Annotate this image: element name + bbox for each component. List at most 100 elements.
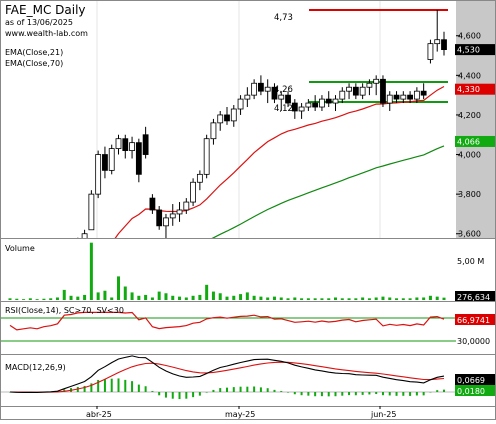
volume-bar	[83, 294, 87, 300]
price-axis-bg	[456, 0, 496, 238]
volume-bar	[218, 293, 222, 300]
macd-lines	[9, 355, 445, 393]
candle-body	[420, 90, 427, 96]
volume-badge-label: 276,634	[457, 293, 490, 302]
candle	[237, 95, 244, 115]
candle-body	[366, 82, 373, 88]
volume-bar	[184, 297, 188, 300]
volume-bar	[354, 298, 358, 300]
volume-bar	[320, 298, 324, 300]
volume-bar	[239, 294, 243, 300]
macd-hist-bar	[341, 392, 344, 396]
candle	[88, 190, 95, 231]
macd-hist-bar	[314, 392, 317, 397]
candle	[129, 136, 135, 159]
volume-bar	[191, 295, 195, 300]
candle-body	[88, 193, 95, 231]
volume-bar	[42, 298, 46, 300]
macd-hist-bar	[219, 388, 222, 392]
ema21-legend: EMA(Close,21)	[5, 48, 63, 57]
volume-bar	[347, 298, 351, 300]
candle	[176, 202, 183, 222]
macd-hist-bar	[151, 391, 154, 392]
volume-bar	[28, 298, 32, 300]
candle	[434, 10, 441, 52]
macd-hist-bar	[205, 392, 208, 393]
macd-hist-bar	[178, 392, 181, 400]
volume-bar	[266, 297, 270, 300]
macd-hist-bar	[415, 392, 418, 396]
macd-hist-bar	[429, 392, 432, 393]
price-badge-label: 4,066	[457, 137, 480, 146]
candle-body	[196, 173, 203, 183]
volume-bar	[69, 295, 73, 300]
macd-hist-bar	[117, 378, 120, 392]
volume-bar	[374, 297, 378, 300]
volume-bar	[272, 296, 276, 300]
candle-body	[393, 94, 400, 100]
volume-bar	[300, 298, 304, 300]
candle	[210, 118, 217, 145]
candle-body	[305, 102, 312, 108]
candle-body	[244, 94, 251, 100]
macd-hist-bar	[212, 389, 215, 392]
macd-hist-bar	[361, 392, 364, 395]
candle	[169, 204, 176, 226]
candle-body	[373, 78, 380, 84]
rsi-legend: RSI(Close,14), SC>70, SV<30	[5, 306, 124, 315]
macd-hist-bar	[287, 392, 290, 393]
volume-bar	[164, 293, 168, 300]
macd-badge-label: 0,0669	[457, 376, 485, 385]
price-badge-label: 4,330	[457, 85, 480, 94]
candle-body	[224, 114, 230, 122]
date-label-may: may-25	[225, 410, 255, 419]
volume-bar	[408, 298, 412, 300]
macd-hist-bar	[402, 392, 405, 396]
candle-body	[190, 181, 196, 203]
candle	[413, 87, 420, 104]
level-support-label: 4,12	[274, 104, 293, 114]
volume-bar	[22, 299, 26, 300]
candle	[264, 79, 271, 104]
price-badge	[455, 44, 495, 56]
date-label-jun: jun-25	[370, 410, 396, 419]
candle	[400, 91, 407, 104]
candle-body	[156, 209, 163, 227]
candle	[278, 91, 285, 111]
candle	[359, 83, 366, 100]
macd-hist-bar	[320, 392, 323, 397]
volume-bar	[55, 297, 59, 300]
candle	[203, 134, 210, 179]
volume-badge	[455, 291, 495, 302]
asof-date: as of 13/06/2025	[5, 18, 73, 27]
macd-badge	[455, 374, 495, 385]
site-url: www.wealth-lab.com	[5, 29, 88, 38]
candle-body	[163, 217, 169, 227]
candle	[149, 194, 156, 214]
candle	[346, 83, 352, 100]
rsi-path	[9, 311, 445, 331]
volume-bar	[117, 276, 120, 300]
macd-hist-bar	[124, 379, 127, 392]
candle-body	[413, 90, 420, 100]
candle	[380, 75, 386, 108]
macd-hist-bar	[348, 392, 351, 396]
volume-bar	[361, 297, 365, 300]
candle-body	[115, 138, 122, 149]
price-tick-label: 4,200	[458, 111, 481, 120]
volume-bar	[144, 294, 148, 300]
volume-bar	[442, 297, 446, 300]
macd-panel	[0, 355, 456, 406]
candle	[420, 83, 427, 100]
macd-path	[9, 355, 445, 393]
volume-bar	[415, 297, 419, 300]
candle	[135, 138, 142, 183]
candle	[373, 75, 380, 96]
candle	[298, 103, 305, 119]
candle	[325, 91, 332, 108]
date-axis: abr-25 may-25 jun-25	[86, 406, 396, 419]
volume-bar	[422, 297, 426, 300]
macd-hist-bar	[375, 392, 378, 395]
